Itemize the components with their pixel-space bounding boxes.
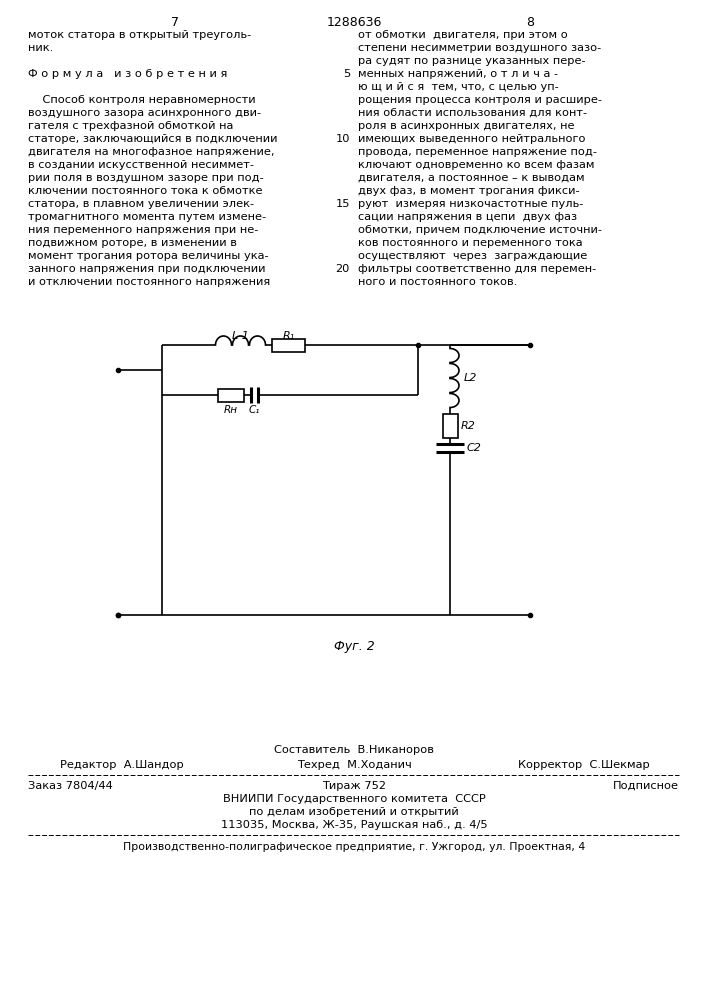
Text: воздушного зазора асинхронного дви-: воздушного зазора асинхронного дви- <box>28 108 261 118</box>
Text: Составитель  В.Никаноров: Составитель В.Никаноров <box>274 745 434 755</box>
Text: гателя с трехфазной обмоткой на: гателя с трехфазной обмоткой на <box>28 121 233 131</box>
Text: Подписное: Подписное <box>613 781 679 791</box>
Text: ю щ и й с я  тем, что, с целью уп-: ю щ и й с я тем, что, с целью уп- <box>358 82 559 92</box>
Text: обмотки, причем подключение источни-: обмотки, причем подключение источни- <box>358 225 602 235</box>
Text: Фуг. 2: Фуг. 2 <box>334 640 375 653</box>
Text: ра судят по разнице указанных пере-: ра судят по разнице указанных пере- <box>358 56 585 66</box>
Text: 20: 20 <box>336 264 350 274</box>
Text: рощения процесса контроля и расшире-: рощения процесса контроля и расшире- <box>358 95 602 105</box>
Text: ков постоянного и переменного тока: ков постоянного и переменного тока <box>358 238 583 248</box>
Text: ния области использования для конт-: ния области использования для конт- <box>358 108 587 118</box>
Text: фильтры соответственно для перемен-: фильтры соответственно для перемен- <box>358 264 596 274</box>
Text: 8: 8 <box>526 16 534 29</box>
Text: Производственно-полиграфическое предприятие, г. Ужгород, ул. Проектная, 4: Производственно-полиграфическое предприя… <box>123 842 585 852</box>
Text: L2: L2 <box>464 373 477 383</box>
Text: R₁: R₁ <box>282 331 295 341</box>
Text: момент трогания ротора величины ука-: момент трогания ротора величины ука- <box>28 251 269 261</box>
Text: ного и постоянного токов.: ного и постоянного токов. <box>358 277 518 287</box>
Text: Заказ 7804/44: Заказ 7804/44 <box>28 781 112 791</box>
Text: занного напряжения при подключении: занного напряжения при подключении <box>28 264 266 274</box>
Text: руют  измеряя низкочастотные пуль-: руют измеряя низкочастотные пуль- <box>358 199 583 209</box>
Text: степени несимметрии воздушного зазо-: степени несимметрии воздушного зазо- <box>358 43 601 53</box>
Text: рии поля в воздушном зазоре при под-: рии поля в воздушном зазоре при под- <box>28 173 264 183</box>
Text: 7: 7 <box>171 16 179 29</box>
Text: Редактор  А.Шандор: Редактор А.Шандор <box>60 760 184 770</box>
Text: и отключении постоянного напряжения: и отключении постоянного напряжения <box>28 277 270 287</box>
Bar <box>218 388 244 401</box>
Text: по делам изобретений и открытий: по делам изобретений и открытий <box>249 807 459 817</box>
Text: от обмотки  двигателя, при этом о: от обмотки двигателя, при этом о <box>358 30 568 40</box>
Text: R2: R2 <box>460 421 475 431</box>
Text: ник.: ник. <box>28 43 53 53</box>
Text: 5: 5 <box>343 69 350 79</box>
Text: 113035, Москва, Ж-35, Раушская наб., д. 4/5: 113035, Москва, Ж-35, Раушская наб., д. … <box>221 820 487 830</box>
Bar <box>272 338 305 352</box>
Text: сации напряжения в цепи  двух фаз: сации напряжения в цепи двух фаз <box>358 212 577 222</box>
Text: роля в асинхронных двигателях, не: роля в асинхронных двигателях, не <box>358 121 575 131</box>
Text: двигателя, а постоянное – к выводам: двигателя, а постоянное – к выводам <box>358 173 585 183</box>
Text: Способ контроля неравномерности: Способ контроля неравномерности <box>28 95 256 105</box>
Text: тромагнитного момента путем измене-: тромагнитного момента путем измене- <box>28 212 266 222</box>
Text: имеющих выведенного нейтрального: имеющих выведенного нейтрального <box>358 134 585 144</box>
Text: Ф о р м у л а   и з о б р е т е н и я: Ф о р м у л а и з о б р е т е н и я <box>28 69 228 79</box>
Text: моток статора в открытый треуголь-: моток статора в открытый треуголь- <box>28 30 251 40</box>
Bar <box>443 414 457 438</box>
Text: двух фаз, в момент трогания фикси-: двух фаз, в момент трогания фикси- <box>358 186 580 196</box>
Text: Корректор  С.Шекмар: Корректор С.Шекмар <box>518 760 650 770</box>
Text: C₁: C₁ <box>249 405 260 415</box>
Text: ключают одновременно ко всем фазам: ключают одновременно ко всем фазам <box>358 160 595 170</box>
Text: Тираж 752: Тираж 752 <box>322 781 386 791</box>
Text: ВНИИПИ Государственного комитета  СССР: ВНИИПИ Государственного комитета СССР <box>223 794 486 804</box>
Text: ключении постоянного тока к обмотке: ключении постоянного тока к обмотке <box>28 186 262 196</box>
Text: Rн: Rн <box>224 405 238 415</box>
Text: L 1: L 1 <box>232 331 249 341</box>
Text: 10: 10 <box>336 134 350 144</box>
Text: осуществляют  через  заграждающие: осуществляют через заграждающие <box>358 251 588 261</box>
Text: двигателя на многофазное напряжение,: двигателя на многофазное напряжение, <box>28 147 274 157</box>
Text: подвижном роторе, в изменении в: подвижном роторе, в изменении в <box>28 238 237 248</box>
Text: в создании искусственной несиммет-: в создании искусственной несиммет- <box>28 160 254 170</box>
Text: 15: 15 <box>336 199 350 209</box>
Text: ния переменного напряжения при не-: ния переменного напряжения при не- <box>28 225 258 235</box>
Text: Техред  М.Ходанич: Техред М.Ходанич <box>297 760 411 770</box>
Text: 1288636: 1288636 <box>327 16 382 29</box>
Text: статора, в плавном увеличении элек-: статора, в плавном увеличении элек- <box>28 199 254 209</box>
Text: C2: C2 <box>467 443 482 453</box>
Text: провода, переменное напряжение под-: провода, переменное напряжение под- <box>358 147 597 157</box>
Text: статоре, заключающийся в подключении: статоре, заключающийся в подключении <box>28 134 278 144</box>
Text: менных напряжений, о т л и ч а -: менных напряжений, о т л и ч а - <box>358 69 558 79</box>
